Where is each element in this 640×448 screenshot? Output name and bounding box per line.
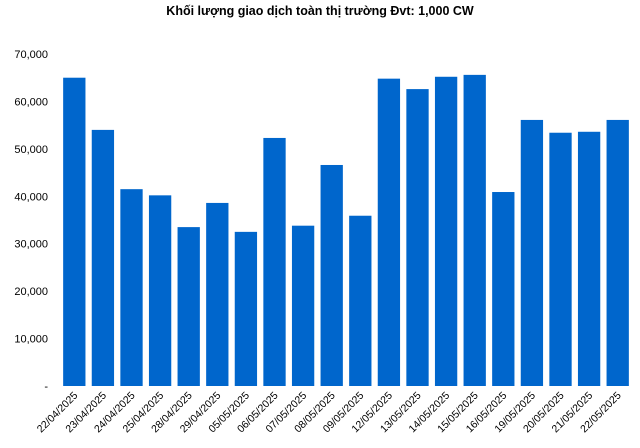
bar-29/04/2025 <box>206 202 229 386</box>
y-tick-label: - <box>44 381 48 393</box>
bar-08/05/2025 <box>320 164 343 386</box>
bar-19/05/2025 <box>520 119 544 387</box>
bar-21/05/2025 <box>577 131 601 386</box>
bar-07/05/2025 <box>291 225 315 386</box>
bar-23/04/2025 <box>91 129 115 386</box>
bar-12/05/2025 <box>377 78 401 386</box>
bars-group <box>63 74 629 387</box>
y-tick-label: 40,000 <box>14 191 48 203</box>
bar-22/04/2025 <box>63 77 86 387</box>
bar-13/05/2025 <box>406 89 429 386</box>
bar-05/05/2025 <box>234 231 258 386</box>
bar-22/05/2025 <box>606 119 629 387</box>
y-tick-label: 20,000 <box>14 286 48 298</box>
bar-24/04/2025 <box>120 189 143 386</box>
bar-20/05/2025 <box>549 132 572 386</box>
bar-16/05/2025 <box>492 192 515 386</box>
x-axis: 22/04/202523/04/202524/04/202525/04/2025… <box>35 390 624 436</box>
bar-28/04/2025 <box>177 227 200 386</box>
y-tick-label: 50,000 <box>14 144 48 156</box>
y-tick-label: 60,000 <box>14 96 48 108</box>
chart-title: Khối lượng giao dịch toàn thị trường Đvt… <box>166 4 474 18</box>
y-tick-label: 10,000 <box>14 334 48 346</box>
y-tick-label: 70,000 <box>14 49 48 61</box>
bar-25/04/2025 <box>148 195 172 386</box>
bar-06/05/2025 <box>263 137 286 386</box>
bar-14/05/2025 <box>434 76 458 387</box>
bar-09/05/2025 <box>349 215 372 386</box>
bar-15/05/2025 <box>463 74 486 387</box>
y-axis: - 10,000 20,000 30,000 40,000 50,000 60,000 70,… <box>14 49 48 393</box>
y-tick-label: 30,000 <box>14 239 48 251</box>
